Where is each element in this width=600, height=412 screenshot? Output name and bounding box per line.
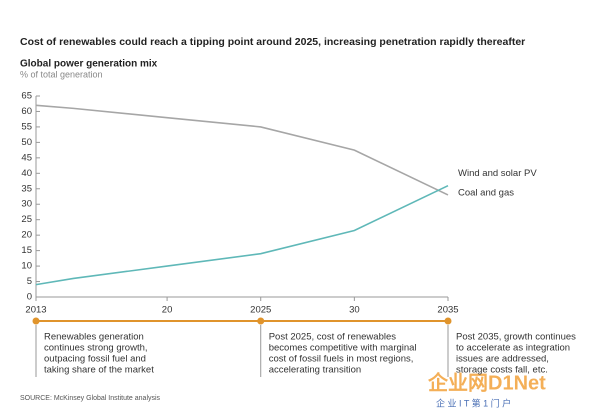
y-tick-label: 5	[27, 276, 32, 287]
x-tick-label: 2035	[437, 305, 458, 316]
y-tick-label: 10	[21, 261, 32, 272]
y-tick-label: 55	[21, 121, 32, 132]
watermark-sub: 企 业 I T 第 1 门 户	[436, 397, 511, 408]
annotation-text: storage costs fall, etc.	[456, 365, 548, 376]
x-tick-label: 2025	[250, 305, 271, 316]
y-tick-label: 65	[21, 91, 32, 102]
x-tick-label: 30	[349, 305, 360, 316]
annotation-text: cost of fossil fuels in most regions,	[269, 354, 414, 365]
y-axis-label: % of total generation	[20, 69, 103, 79]
annotation-text: Post 2025, cost of renewables	[269, 332, 397, 343]
series-line	[35, 104, 449, 196]
timeline-point	[444, 317, 452, 325]
annotation-text: outpacing fossil fuel and	[44, 354, 146, 365]
annotation-text: to accelerate as integration	[456, 343, 570, 354]
legend-label: Coal and gas	[458, 187, 514, 198]
annotation-text: accelerating transition	[269, 365, 361, 376]
annotation-text: Renewables generation	[44, 332, 144, 343]
annotation-text: continues strong growth,	[44, 343, 148, 354]
y-tick-label: 35	[21, 183, 32, 194]
series-line	[35, 184, 449, 286]
legend-label: Wind and solar PV	[458, 168, 537, 179]
annotation-text: becomes competitive with marginal	[269, 343, 417, 354]
y-tick-label: 50	[21, 137, 32, 148]
chart-title: Cost of renewables could reach a tipping…	[20, 36, 525, 48]
y-tick-label: 25	[21, 214, 32, 225]
y-tick-label: 60	[21, 106, 32, 117]
y-tick-label: 15	[21, 245, 32, 256]
y-tick-label: 20	[21, 230, 32, 241]
y-tick-label: 30	[21, 199, 32, 210]
annotation-text: Post 2035, growth continues	[456, 332, 576, 343]
y-tick-label: 40	[21, 168, 32, 179]
x-tick-label: 20	[162, 305, 173, 316]
timeline-point	[32, 317, 40, 325]
source: SOURCE: McKinsey Global Institute analys…	[20, 395, 161, 402]
annotation-text: taking share of the market	[44, 365, 154, 376]
y-tick-label: 0	[27, 292, 32, 303]
chart-subtitle: Global power generation mix	[20, 59, 158, 70]
y-tick-label: 45	[21, 152, 32, 163]
annotation-text: issues are addressed,	[456, 354, 549, 365]
watermark: 企业网D1Net	[427, 370, 546, 394]
timeline-point	[257, 317, 265, 325]
x-tick-label: 2013	[25, 305, 46, 316]
